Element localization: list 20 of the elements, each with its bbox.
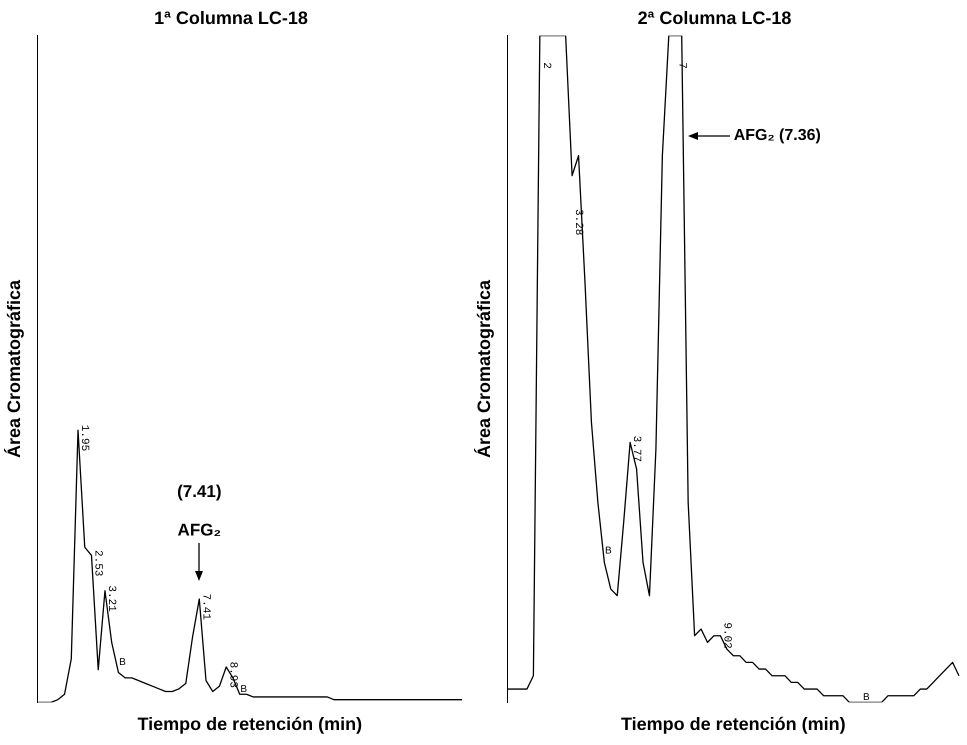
x-axis-title: Tiempo de retención (min) xyxy=(620,714,846,734)
annotation: 7.41 xyxy=(199,594,212,620)
chart-title: 1ª Columna LC-18 xyxy=(154,8,308,28)
annotation: B xyxy=(604,545,612,556)
annotation: 3.77 xyxy=(630,436,642,462)
y-axis-title: Área Cromatográfica xyxy=(4,278,24,458)
annotation: 1.95 xyxy=(78,424,90,452)
annotation: AFG₂ (7.36) xyxy=(734,127,821,144)
annotation: 3.21 xyxy=(105,585,118,612)
annotation: 2.53 xyxy=(92,550,104,576)
chart-title: 2ª Columna LC-18 xyxy=(638,8,792,28)
annotation: 2 xyxy=(540,62,552,69)
annotation: AFG₂ xyxy=(178,520,222,540)
annotation: B xyxy=(119,656,126,668)
x-axis-title: Tiempo de retención (min) xyxy=(137,714,362,734)
annotation: 9.02 xyxy=(720,622,732,649)
y-axis-title: Área Cromatográfica xyxy=(474,278,494,458)
annotation: B xyxy=(240,684,248,695)
annotation: (7.41) xyxy=(177,482,222,502)
annotation: B xyxy=(862,692,870,704)
